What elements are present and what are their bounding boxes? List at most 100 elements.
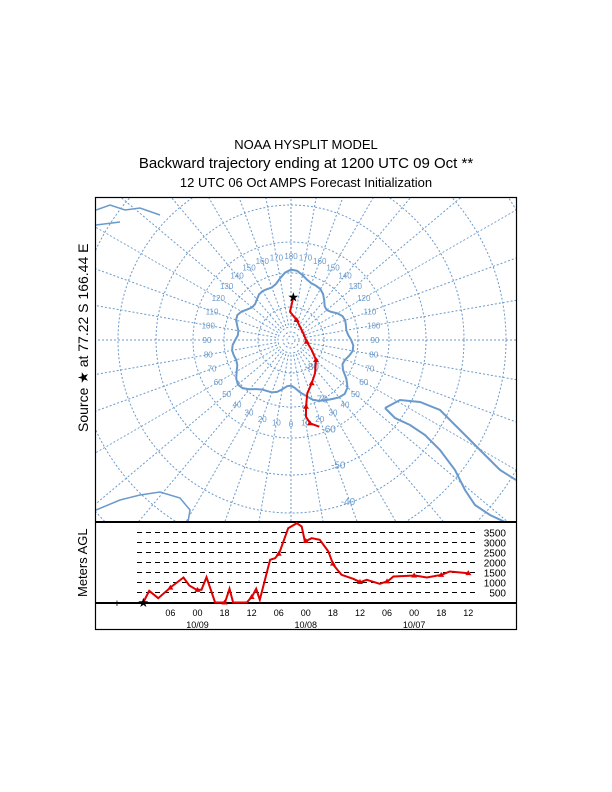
- date-label: 10/09: [186, 620, 209, 630]
- longitude-label: 50: [351, 390, 360, 399]
- longitude-label: 10: [301, 419, 310, 428]
- height-tick-label: 3000: [484, 539, 507, 550]
- antarctica-coastline: [231, 268, 355, 402]
- meridian-line: [258, 354, 289, 522]
- time-tick-label: 00: [301, 608, 311, 618]
- height-marker: [221, 599, 228, 605]
- time-tick-label: 06: [274, 608, 284, 618]
- longitude-label: 90: [371, 336, 380, 345]
- latitude-ring: [277, 326, 305, 354]
- latitude-ring: [96, 198, 507, 522]
- height-marker: [438, 571, 445, 577]
- meridian-line: [304, 257, 516, 336]
- meridian-line: [304, 344, 516, 423]
- meridian-line: [96, 268, 278, 336]
- time-tick-label: 00: [192, 608, 202, 618]
- meridian-line: [298, 352, 397, 522]
- longitude-label: 110: [206, 307, 219, 316]
- height-tick-label: 3500: [484, 529, 507, 540]
- meridian-line: [224, 353, 287, 522]
- plus-marker-icon: +: [114, 598, 120, 610]
- plot-frame: [94, 196, 518, 631]
- height-tick-label: 500: [489, 589, 506, 600]
- time-tick-label: 12: [355, 608, 365, 618]
- time-tick-label: 06: [382, 608, 392, 618]
- meridian-line: [120, 198, 280, 331]
- polar-map: 180 170 1601501401301201101009080706050403…: [96, 198, 516, 522]
- meridian-line: [96, 349, 280, 505]
- trajectory-path: [288, 297, 320, 428]
- latitude-ring: [282, 331, 300, 349]
- meridian-line: [265, 198, 289, 326]
- longitude-label: 140: [230, 272, 244, 281]
- height-tick-label: 1500: [484, 569, 507, 580]
- latitude-label: -40: [341, 497, 356, 508]
- longitude-label: 80: [204, 351, 213, 360]
- longitude-label: 150: [242, 263, 256, 272]
- meridian-line: [171, 198, 282, 329]
- latitude-label: -60: [321, 425, 336, 436]
- meridian-line: [96, 226, 279, 333]
- longitude-label: 90: [203, 336, 212, 345]
- longitude-label: 30: [329, 409, 338, 418]
- meridian-line: [293, 198, 317, 326]
- meridian-line: [302, 349, 509, 522]
- trajectory-marker: [293, 317, 300, 322]
- south-america-coastline: [384, 398, 516, 522]
- longitude-label: 20: [315, 415, 324, 424]
- meridian-line: [238, 198, 287, 327]
- latitude-ring: [117, 198, 465, 514]
- longitude-label: 100: [202, 321, 216, 330]
- trajectory-marker: [303, 403, 309, 409]
- meridian-line: [295, 353, 358, 522]
- longitude-label: 100: [367, 321, 381, 330]
- time-tick-label: 18: [328, 608, 338, 618]
- source-star-icon: ★: [137, 595, 149, 610]
- longitude-label: 20: [258, 415, 267, 424]
- meridian-line: [295, 198, 344, 327]
- meridian-line: [137, 351, 282, 522]
- date-label: 10/07: [403, 620, 426, 630]
- longitude-label: 70: [365, 365, 374, 374]
- longitude-label: 160: [313, 257, 327, 266]
- meridian-line: [298, 198, 374, 328]
- height-marker: [384, 578, 391, 584]
- trajectory-title: Backward trajectory ending at 1200 UTC 0…: [138, 155, 474, 172]
- meridian-line: [305, 299, 516, 338]
- longitude-label: 140: [338, 272, 352, 281]
- height-marker: [194, 586, 201, 592]
- latitude-ring: [155, 204, 427, 476]
- latitude-ring: [192, 241, 390, 439]
- longitude-label: 60: [214, 378, 223, 387]
- meridian-line: [96, 347, 279, 454]
- longitude-label: 180: [284, 252, 298, 261]
- height-marker: [465, 570, 472, 576]
- land-coastline-bottomleft: [96, 491, 191, 522]
- height-marker: [248, 594, 255, 599]
- time-tick-label: 12: [463, 608, 473, 618]
- latitude-label: -50: [331, 460, 346, 471]
- meridian-line: [96, 344, 278, 412]
- meridian-line: [293, 354, 324, 522]
- trajectory-marker: [303, 338, 310, 344]
- meridian-line: [303, 209, 516, 333]
- longitude-label: 40: [233, 400, 242, 409]
- longitude-label: 60: [359, 378, 368, 387]
- meridian-line: [305, 342, 516, 381]
- height-marker: [411, 572, 418, 578]
- model-title: NOAA HYSPLIT MODEL: [234, 137, 378, 152]
- height-marker: [356, 578, 363, 584]
- longitude-label: 130: [220, 282, 234, 291]
- time-tick-label: 06: [165, 608, 175, 618]
- meridian-line: [96, 342, 277, 375]
- latitude-ring: [286, 335, 296, 345]
- longitude-label: 170: [270, 253, 284, 262]
- trajectory-marker: [313, 357, 319, 362]
- height-tick-label: 2500: [484, 549, 507, 560]
- longitude-label: 30: [245, 409, 254, 418]
- trajectory-marker: [307, 420, 313, 426]
- longitude-label: 10: [272, 419, 281, 428]
- meridian-line: [208, 198, 284, 328]
